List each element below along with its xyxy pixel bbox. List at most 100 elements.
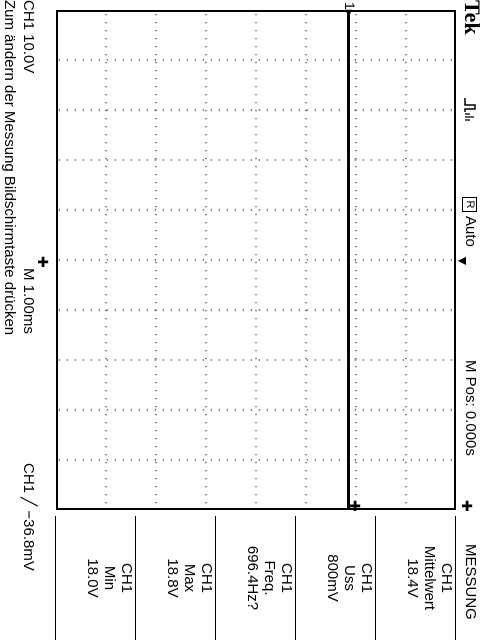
- grid-dot: [205, 46, 207, 48]
- grid-dot: [105, 182, 107, 184]
- grid-dot: [205, 118, 207, 120]
- grid-dot: [426, 409, 428, 411]
- grid-dot: [205, 438, 207, 440]
- grid-dot: [105, 62, 107, 64]
- measurement-source: CH1: [118, 562, 135, 593]
- grid-dot: [178, 309, 180, 311]
- grid-dot: [405, 502, 407, 504]
- grid-dot: [305, 142, 307, 144]
- grid-dot: [338, 59, 340, 61]
- grid-dot: [255, 182, 257, 184]
- grid-dot: [255, 206, 257, 208]
- grid-dot: [105, 318, 107, 320]
- grid-dot: [355, 366, 357, 368]
- grid-dot: [305, 70, 307, 72]
- grid-dot: [194, 459, 196, 461]
- grid-dot: [378, 459, 380, 461]
- grid-dot: [355, 134, 357, 136]
- grid-dot: [305, 454, 307, 456]
- grid-dot: [255, 446, 257, 448]
- grid-dot: [450, 309, 452, 311]
- grid-dot: [205, 350, 207, 352]
- measurement-source: CH1: [358, 562, 375, 593]
- grid-dot: [355, 70, 357, 72]
- grid-dot: [155, 326, 157, 328]
- grid-dot: [255, 454, 257, 456]
- grid-dot: [405, 158, 407, 160]
- grid-dot: [405, 14, 407, 16]
- grid-dot: [434, 159, 436, 161]
- grid-dot: [405, 206, 407, 208]
- grid-dot: [205, 246, 207, 248]
- grid-dot: [242, 409, 244, 411]
- grid-dot: [105, 422, 107, 424]
- menu-title: MESSUNG: [462, 544, 479, 620]
- grid-dot: [162, 159, 164, 161]
- grid-dot: [402, 359, 404, 361]
- grid-dot: [426, 109, 428, 111]
- grid-dot: [205, 94, 207, 96]
- grid-dot: [394, 359, 396, 361]
- grid-dot: [305, 246, 307, 248]
- grid-dot: [305, 414, 307, 416]
- grid-dot: [155, 246, 157, 248]
- grid-dot: [105, 254, 107, 256]
- grid-dot: [255, 126, 257, 128]
- grid-dot: [205, 198, 207, 200]
- grid-dot: [402, 109, 404, 111]
- grid-dot: [122, 309, 124, 311]
- grid-dot: [306, 459, 308, 461]
- grid-dot: [155, 422, 157, 424]
- grid-dot: [290, 109, 292, 111]
- grid-dot: [58, 409, 60, 411]
- grid-dot: [405, 230, 407, 232]
- grid-dot: [155, 502, 157, 504]
- grid-dot: [434, 459, 436, 461]
- grid-dot: [255, 430, 257, 432]
- grid-dot: [105, 150, 107, 152]
- grid-dot: [58, 159, 60, 161]
- grid-dot: [266, 409, 268, 411]
- grid-dot: [205, 366, 207, 368]
- grid-dot: [162, 109, 164, 111]
- grid-dot: [255, 350, 257, 352]
- grid-dot: [290, 309, 292, 311]
- grid-dot: [226, 209, 228, 211]
- grid-dot: [255, 94, 257, 96]
- grid-dot: [155, 214, 157, 216]
- grid-dot: [305, 302, 307, 304]
- grid-dot: [274, 409, 276, 411]
- grid-dot: [66, 59, 68, 61]
- grid-dot: [105, 238, 107, 240]
- measurement-type: Uss: [341, 565, 358, 591]
- grid-dot: [105, 110, 107, 112]
- grid-dot: [405, 150, 407, 152]
- grid-dot: [405, 238, 407, 240]
- grid-dot: [255, 134, 257, 136]
- grid-dot: [378, 159, 380, 161]
- grid-dot: [226, 309, 228, 311]
- grid-dot: [290, 209, 292, 211]
- grid-dot: [105, 166, 107, 168]
- grid-dot: [426, 209, 428, 211]
- grid-dot: [355, 326, 357, 328]
- grid-dot: [274, 159, 276, 161]
- grid-dot: [305, 342, 307, 344]
- grid-dot: [338, 309, 340, 311]
- grid-dot: [250, 259, 252, 261]
- grid-dot: [355, 150, 357, 152]
- grid-dot: [106, 209, 108, 211]
- grid-dot: [155, 454, 157, 456]
- grid-dot: [405, 54, 407, 56]
- grid-dot: [290, 459, 292, 461]
- grid-dot: [205, 214, 207, 216]
- grid-dot: [162, 409, 164, 411]
- ch1-scale: CH1 10.0V: [20, 0, 37, 74]
- grid-dot: [106, 409, 108, 411]
- grid-dot: [306, 209, 308, 211]
- grid-dot: [258, 459, 260, 461]
- grid-dot: [418, 59, 420, 61]
- grid-dot: [162, 309, 164, 311]
- grid-dot: [355, 174, 357, 176]
- grid-dot: [330, 309, 332, 311]
